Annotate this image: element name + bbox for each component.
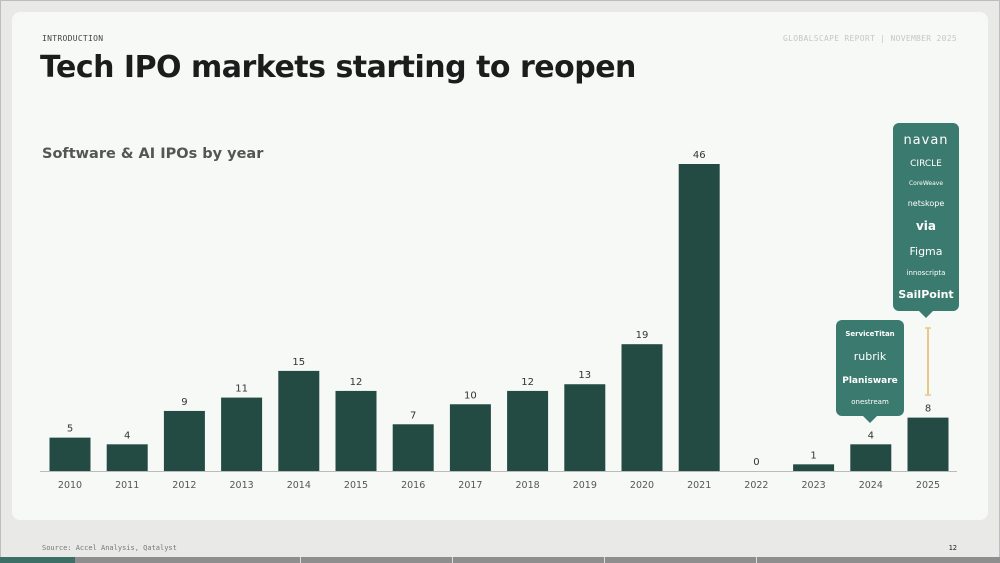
data-label-2021: 46 xyxy=(693,150,706,161)
bar-2021 xyxy=(678,164,720,471)
slide-progress-bar[interactable] xyxy=(0,557,1000,563)
callout-2024: ServiceTitan rubrik Planisware onestream xyxy=(836,320,904,423)
company-logo-netskope: netskope xyxy=(907,198,945,208)
data-label-2019: 13 xyxy=(578,370,591,381)
x-tick-label-2011: 2011 xyxy=(115,480,139,491)
data-label-2022: 0 xyxy=(753,457,759,468)
bar-2017 xyxy=(449,404,491,471)
bar-2019 xyxy=(564,384,606,471)
bar-2020 xyxy=(621,344,663,471)
company-logo-planisware: Planisware xyxy=(842,375,898,386)
bar-2018 xyxy=(507,390,549,471)
page-number: 12 xyxy=(948,544,957,552)
data-label-2016: 7 xyxy=(410,410,416,421)
bar-2024 xyxy=(850,444,892,471)
data-label-2011: 4 xyxy=(124,430,130,441)
x-tick-label-2021: 2021 xyxy=(687,480,711,491)
x-tick-label-2015: 2015 xyxy=(344,480,368,491)
data-label-2018: 12 xyxy=(521,377,534,388)
data-label-2020: 19 xyxy=(636,330,649,341)
bar-2025 xyxy=(907,417,949,471)
x-tick-label-2025: 2025 xyxy=(916,480,940,491)
section-kicker: INTRODUCTION xyxy=(42,34,104,43)
company-logo-innoscripta: innoscripta xyxy=(906,268,946,277)
company-logo-coreweave: CoreWeave xyxy=(908,180,944,188)
data-label-2017: 10 xyxy=(464,390,477,401)
progress-tick xyxy=(604,557,605,563)
company-logo-via: via xyxy=(915,219,937,234)
x-tick-label-2020: 2020 xyxy=(630,480,654,491)
callout-2025: navan CIRCLE CoreWeave netskope via Figm… xyxy=(893,123,959,318)
company-logo-sailpoint: SailPoint xyxy=(898,288,954,302)
report-label: GLOBALSCAPE REPORT | NOVEMBER 2025 xyxy=(783,34,957,43)
data-label-2014: 15 xyxy=(292,357,305,368)
progress-tick xyxy=(300,557,301,563)
chart-title: Software & AI IPOs by year xyxy=(42,146,264,162)
x-tick-label-2016: 2016 xyxy=(401,480,425,491)
bar-2011 xyxy=(106,444,148,471)
company-logo-servicetitan: ServiceTitan xyxy=(845,330,895,339)
data-label-2012: 9 xyxy=(181,397,187,408)
data-label-2024: 4 xyxy=(868,430,874,441)
company-logo-rubrik: rubrik xyxy=(853,350,887,364)
x-tick-label-2018: 2018 xyxy=(516,480,540,491)
data-label-2015: 12 xyxy=(350,377,363,388)
company-logo-circle: CIRCLE xyxy=(910,159,942,170)
bar-2015 xyxy=(335,390,377,471)
progress-tick xyxy=(452,557,453,563)
bar-2014 xyxy=(278,370,320,471)
bar-2013 xyxy=(221,397,263,471)
data-label-2010: 5 xyxy=(67,424,73,435)
data-label-2025: 8 xyxy=(925,404,931,415)
company-logo-navan: navan xyxy=(903,132,949,148)
x-tick-label-2014: 2014 xyxy=(287,480,311,491)
page-title: Tech IPO markets starting to reopen xyxy=(40,50,636,85)
progress-fill xyxy=(0,557,75,563)
bar-2010 xyxy=(49,437,91,471)
x-tick-label-2013: 2013 xyxy=(230,480,254,491)
progress-tick xyxy=(756,557,757,563)
x-tick-label-2010: 2010 xyxy=(58,480,82,491)
data-label-2013: 11 xyxy=(235,384,248,395)
x-tick-label-2019: 2019 xyxy=(573,480,597,491)
company-logo-onestream: onestream xyxy=(851,397,889,406)
data-label-2023: 1 xyxy=(810,450,816,461)
company-logo-figma: Figma xyxy=(909,244,943,258)
x-tick-label-2024: 2024 xyxy=(859,480,883,491)
bar-2012 xyxy=(163,410,205,471)
x-tick-label-2017: 2017 xyxy=(458,480,482,491)
source-note: Source: Accel Analysis, Qatalyst xyxy=(42,544,177,552)
bar-2016 xyxy=(392,424,434,471)
x-tick-label-2012: 2012 xyxy=(172,480,196,491)
x-tick-label-2023: 2023 xyxy=(802,480,826,491)
x-tick-label-2022: 2022 xyxy=(744,480,768,491)
bar-2023 xyxy=(793,464,835,471)
